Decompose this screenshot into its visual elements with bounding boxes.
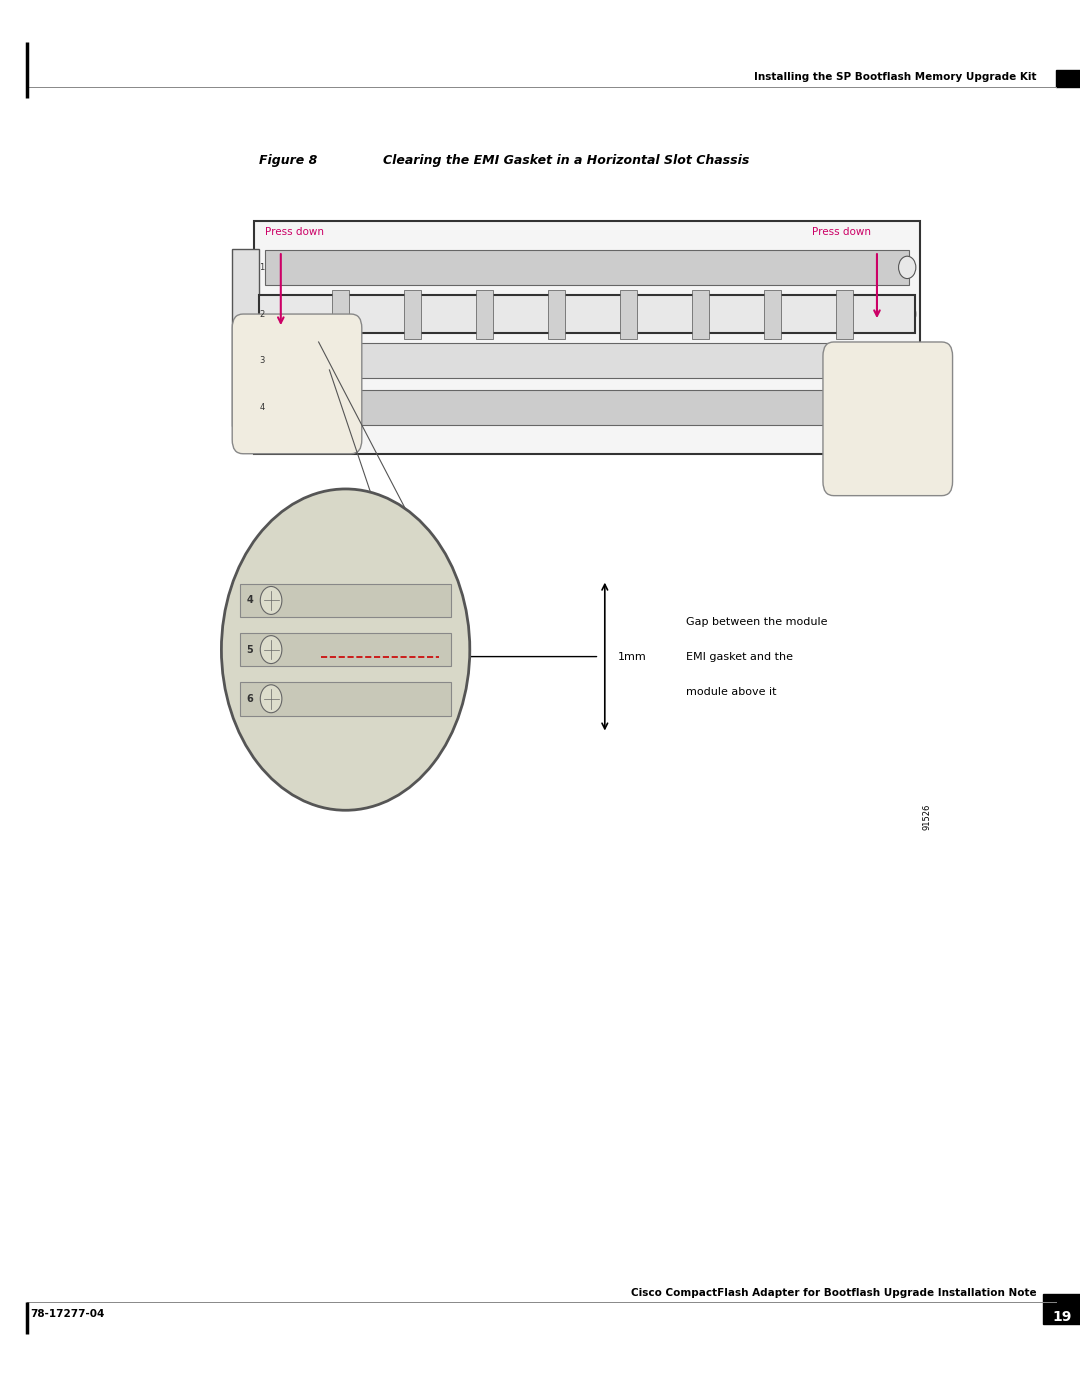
Bar — [620, 291, 637, 339]
Text: Installing the SP Bootflash Memory Upgrade Kit: Installing the SP Bootflash Memory Upgra… — [754, 73, 1037, 82]
Bar — [265, 250, 909, 285]
Text: Press down: Press down — [265, 228, 324, 237]
Text: EMI gasket and the: EMI gasket and the — [686, 651, 793, 662]
FancyBboxPatch shape — [823, 342, 953, 496]
Circle shape — [899, 256, 916, 278]
Text: 1mm: 1mm — [618, 651, 647, 662]
Text: Press down: Press down — [812, 228, 872, 237]
Bar — [836, 291, 853, 339]
Bar — [265, 344, 909, 379]
Circle shape — [260, 685, 282, 712]
Bar — [240, 633, 451, 666]
Text: Gap between the module: Gap between the module — [686, 616, 827, 627]
Text: Figure 8: Figure 8 — [259, 154, 318, 168]
Text: module above it: module above it — [686, 686, 777, 697]
Bar — [259, 295, 915, 332]
Bar — [265, 390, 909, 425]
Bar — [232, 249, 259, 426]
Bar — [1056, 70, 1080, 87]
Bar — [240, 682, 451, 715]
Bar — [548, 291, 565, 339]
Bar — [265, 296, 909, 331]
FancyBboxPatch shape — [232, 314, 362, 454]
Text: 4: 4 — [246, 595, 253, 605]
Bar — [475, 291, 492, 339]
Text: 2: 2 — [259, 310, 265, 319]
Bar — [404, 291, 421, 339]
Bar — [1043, 1294, 1080, 1324]
Text: 19: 19 — [1052, 1310, 1071, 1324]
Circle shape — [899, 303, 916, 326]
Circle shape — [221, 489, 470, 810]
Circle shape — [899, 397, 916, 419]
Text: Clearing the EMI Gasket in a Horizontal Slot Chassis: Clearing the EMI Gasket in a Horizontal … — [383, 154, 750, 168]
Text: 5: 5 — [246, 644, 253, 655]
Text: 4: 4 — [259, 402, 265, 412]
Text: Cisco CompactFlash Adapter for Bootflash Upgrade Installation Note: Cisco CompactFlash Adapter for Bootflash… — [631, 1288, 1037, 1298]
Text: 1: 1 — [259, 263, 265, 272]
Text: 3: 3 — [259, 356, 265, 365]
Bar — [332, 291, 349, 339]
Circle shape — [260, 587, 282, 615]
Bar — [254, 221, 920, 454]
Bar — [692, 291, 710, 339]
Bar — [764, 291, 781, 339]
Text: 91526: 91526 — [922, 805, 931, 830]
Bar — [240, 584, 451, 617]
Text: 6: 6 — [246, 694, 253, 704]
Text: 78-17277-04: 78-17277-04 — [30, 1309, 105, 1319]
Circle shape — [260, 636, 282, 664]
Circle shape — [899, 349, 916, 372]
